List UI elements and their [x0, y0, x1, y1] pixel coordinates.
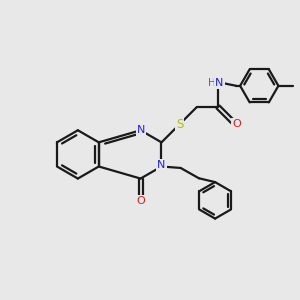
Text: O: O	[232, 119, 241, 129]
Text: N: N	[157, 160, 166, 170]
Text: N: N	[136, 125, 145, 135]
Text: N: N	[215, 79, 224, 88]
Text: H: H	[208, 79, 215, 88]
Text: O: O	[136, 196, 145, 206]
Text: S: S	[176, 118, 183, 130]
